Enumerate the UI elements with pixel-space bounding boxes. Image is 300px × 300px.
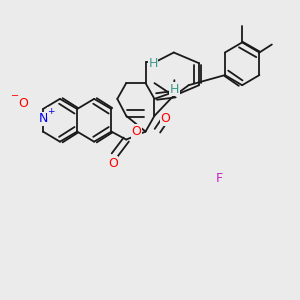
- Text: F: F: [215, 172, 223, 185]
- Text: H: H: [170, 82, 179, 96]
- Text: +: +: [47, 107, 55, 116]
- Text: −: −: [11, 91, 19, 101]
- Text: O: O: [160, 112, 170, 125]
- Text: H: H: [148, 57, 158, 70]
- Text: O: O: [18, 98, 28, 110]
- Text: O: O: [132, 125, 142, 138]
- Text: N: N: [38, 112, 48, 125]
- Text: O: O: [108, 157, 118, 170]
